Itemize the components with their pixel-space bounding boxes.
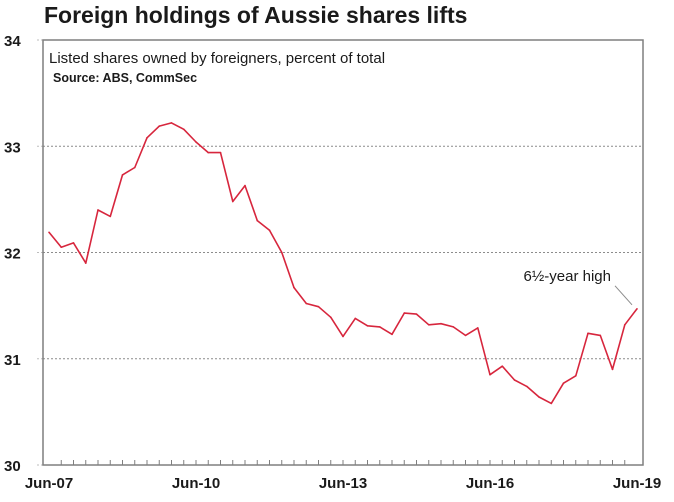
data-point	[195, 141, 197, 143]
data-point	[354, 317, 357, 320]
data-point	[97, 209, 99, 211]
data-point	[60, 246, 63, 248]
data-point	[391, 333, 393, 336]
x-tick-label: Jun-16	[466, 475, 514, 492]
data-point	[427, 323, 430, 326]
y-tick-label: 31	[4, 352, 21, 369]
data-point	[170, 122, 173, 124]
data-point	[231, 200, 234, 203]
annotations: 6½-year high	[523, 268, 633, 306]
data-point	[623, 323, 626, 326]
data-point	[219, 151, 222, 154]
data-point	[366, 325, 369, 327]
y-tick-labels: 30 31 32 33 34	[4, 33, 21, 475]
data-point	[342, 335, 344, 338]
data-point	[476, 327, 479, 329]
data-point	[611, 368, 614, 371]
data-point	[329, 316, 332, 319]
data-point	[440, 322, 442, 325]
data-point	[636, 308, 638, 310]
data-point	[378, 326, 381, 328]
data-point	[84, 262, 87, 264]
chart-title: Foreign holdings of Aussie shares lifts	[44, 2, 468, 28]
data-point	[403, 312, 406, 314]
data-point	[146, 136, 148, 139]
y-tick-label: 30	[4, 458, 21, 475]
x-tick-label: Jun-07	[25, 475, 73, 492]
data-point	[72, 242, 75, 244]
data-point	[207, 151, 210, 154]
x-tick-labels: Jun-07 Jun-10 Jun-13 Jun-16 Jun-19	[25, 475, 661, 492]
data-point	[513, 379, 516, 381]
data-point	[133, 166, 136, 169]
data-point	[293, 286, 295, 289]
data-point	[574, 374, 577, 377]
y-tick-label: 34	[4, 33, 21, 50]
x-tick-label: Jun-10	[172, 475, 220, 492]
x-tick-label: Jun-13	[319, 475, 367, 492]
chart-source: Source: ABS, CommSec	[53, 71, 197, 85]
data-point	[525, 385, 528, 388]
data-point	[256, 219, 259, 222]
data-point	[280, 251, 283, 254]
data-point	[562, 382, 565, 384]
annotation-leader-line	[614, 285, 633, 306]
data-point	[599, 334, 602, 337]
data-point	[317, 305, 320, 308]
data-point	[158, 125, 161, 127]
data-point	[415, 313, 418, 315]
data-point	[268, 229, 271, 231]
annotation-label: 6½-year high	[523, 268, 611, 285]
data-point	[550, 402, 553, 405]
chart-subtitle: Listed shares owned by foreigners, perce…	[49, 50, 385, 67]
series-line	[48, 122, 638, 405]
data-point	[587, 332, 589, 335]
x-tick-label: Jun-19	[613, 475, 661, 492]
data-point	[305, 302, 308, 305]
data-point	[109, 215, 112, 218]
data-point	[244, 184, 246, 187]
data-point	[464, 334, 467, 337]
data-point	[501, 365, 504, 367]
data-point	[121, 174, 124, 176]
series-group	[48, 122, 638, 405]
x-tick-marks	[60, 460, 626, 465]
data-point	[182, 128, 185, 131]
data-point	[452, 326, 455, 328]
data-point	[538, 396, 540, 398]
data-point	[489, 373, 491, 376]
data-point	[48, 231, 50, 234]
y-tick-label: 32	[4, 246, 21, 263]
y-tick-label: 33	[4, 139, 21, 156]
